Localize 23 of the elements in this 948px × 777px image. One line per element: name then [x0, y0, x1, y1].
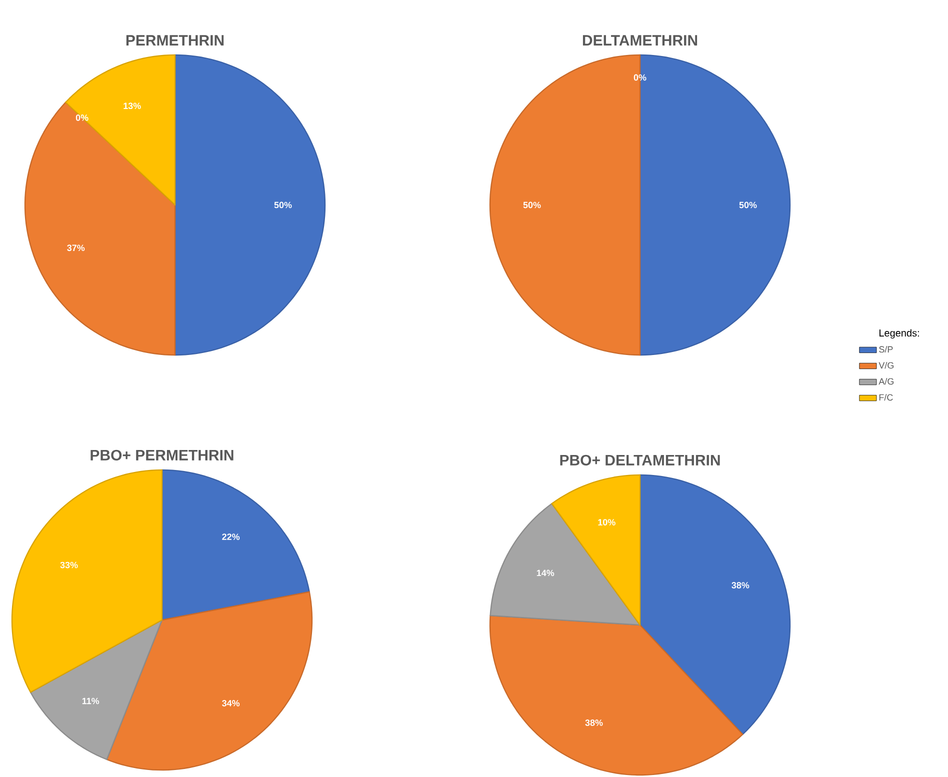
data-label: 38% [732, 582, 750, 588]
chart-title: PERMETHRIN [126, 35, 224, 46]
data-label: 37% [67, 244, 85, 252]
legend-label: V/G [878, 362, 894, 369]
legend-title: Legends: [879, 329, 919, 339]
data-label: 10% [598, 519, 616, 526]
data-label: 11% [82, 698, 100, 704]
legend-label: F/C [879, 394, 893, 401]
data-label: 38% [585, 720, 603, 726]
data-label: 13% [124, 102, 141, 110]
data-label: 34% [222, 700, 240, 706]
text: 0% [76, 114, 88, 121]
chart-title: PBO+ PERMETHRIN [90, 450, 234, 460]
data-label: 50% [523, 202, 541, 208]
data-label: 50% [739, 202, 757, 208]
chart-title: DELTAMETHRIN [582, 35, 698, 46]
legend-label: A/G [878, 378, 894, 385]
data-label: 14% [536, 570, 554, 576]
data-label: 33% [60, 562, 78, 568]
chart-title: PBO+ DELTAMETHRIN [560, 454, 720, 466]
data-label: 22% [222, 534, 240, 540]
data-label: 50% [274, 202, 292, 208]
legend-label: S/P [879, 346, 893, 353]
